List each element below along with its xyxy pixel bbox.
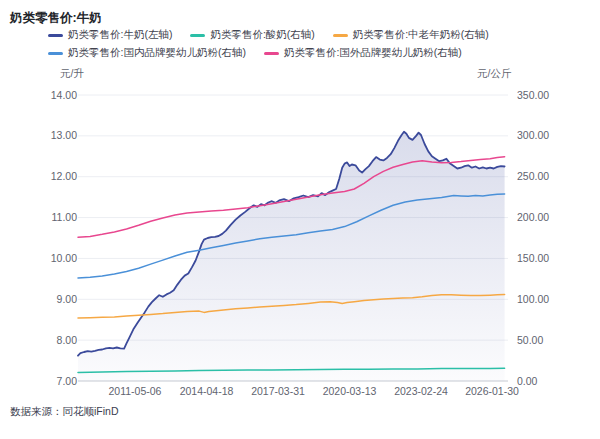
x-axis-tick-label: 2014-04-18 — [180, 385, 234, 397]
x-axis-tick-label: 2023-02-24 — [394, 385, 448, 397]
milk-price-chart-window: 奶类零售价:牛奶 奶类零售价:牛奶(左轴)奶类零售价:酸奶(右轴)奶类零售价:中… — [0, 0, 600, 439]
y-axis-right-tick-label: 350.00 — [517, 89, 549, 101]
y-axis-left-tick-label: 10.00 — [51, 252, 77, 264]
x-axis-tick-label: 2026-01-30 — [465, 385, 519, 397]
y-axis-right-tick-label: 150.00 — [517, 252, 549, 264]
y-axis-left-tick-label: 9.00 — [57, 293, 78, 305]
data-source: 数据来源：同花顺iFinD — [10, 405, 119, 419]
y-axis-left-tick-label: 11.00 — [52, 211, 78, 223]
y-axis-right-tick-label: 0.00 — [517, 375, 538, 387]
y-axis-left-tick-label: 12.00 — [51, 170, 77, 182]
y-axis-left-tick-label: 14.00 — [51, 89, 77, 101]
y-axis-left-tick-label: 13.00 — [51, 129, 77, 141]
x-axis-tick-label: 2020-03-13 — [323, 385, 377, 397]
price-chart-svg: 14.00 350.00 13.00 300.00 12.00 250.00 11.00 20… — [0, 0, 600, 439]
data-source-label: 数据来源： — [10, 405, 63, 417]
x-axis-tick-label: 2011-05-06 — [109, 385, 162, 397]
y-axis-right-tick-label: 200.00 — [517, 211, 549, 223]
data-source-value: 同花顺iFinD — [63, 405, 119, 417]
y-axis-right-tick-label: 50.00 — [517, 334, 543, 346]
y-axis-right-tick-label: 250.00 — [517, 170, 549, 182]
series-area-0 — [78, 132, 505, 381]
y-axis-right-tick-label: 300.00 — [517, 129, 549, 141]
y-axis-left-tick-label: 8.00 — [57, 334, 78, 346]
y-axis-left-tick-label: 7.00 — [57, 375, 78, 387]
x-axis-tick-label: 2017-03-31 — [251, 385, 305, 397]
y-axis-right-tick-label: 100.00 — [517, 293, 549, 305]
